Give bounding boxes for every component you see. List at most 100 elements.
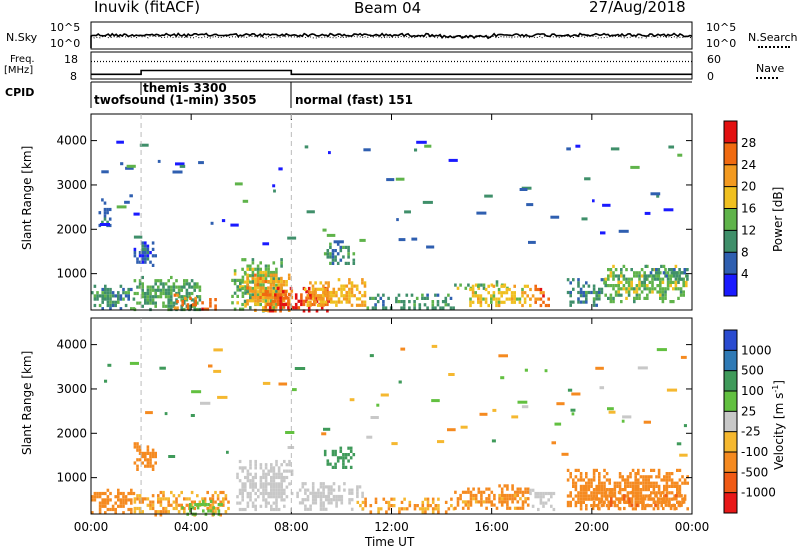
data-cell — [337, 485, 341, 489]
data-cell — [675, 494, 678, 498]
data-cell — [93, 297, 97, 301]
data-cell — [231, 278, 234, 282]
data-cell — [574, 468, 578, 472]
nave-legend-line — [756, 77, 778, 79]
data-cell — [521, 493, 525, 498]
data-cell — [280, 495, 283, 499]
data-cell — [313, 302, 316, 307]
data-cell — [622, 264, 626, 268]
data-cell — [109, 491, 112, 496]
data-cell — [104, 511, 107, 515]
data-cell — [356, 485, 359, 489]
data-cell — [513, 300, 516, 304]
data-cell — [364, 504, 367, 508]
data-cell — [319, 494, 323, 499]
left-freq-tick-bottom: 8 — [70, 70, 77, 83]
data-cell — [652, 507, 656, 511]
data-cell — [256, 270, 260, 275]
data-cell — [190, 490, 194, 495]
data-cell — [572, 278, 575, 282]
data-cell — [262, 472, 265, 476]
data-cell — [464, 503, 468, 507]
data-cell — [498, 484, 501, 488]
colorbar-segment — [724, 431, 737, 452]
data-cell — [523, 284, 527, 288]
data-cell — [516, 490, 520, 494]
data-cell — [650, 491, 653, 495]
data-cell — [643, 420, 652, 424]
data-cell — [340, 494, 344, 499]
data-cell — [376, 300, 380, 304]
data-cell — [324, 300, 328, 304]
data-cell — [151, 254, 155, 258]
data-cell — [206, 506, 209, 511]
data-cell — [571, 392, 581, 396]
data-cell — [262, 495, 265, 499]
data-cell — [592, 488, 596, 492]
data-cell — [259, 286, 262, 290]
data-cell — [109, 294, 112, 298]
data-cell — [631, 481, 635, 485]
data-cell — [566, 494, 570, 498]
data-cell — [635, 290, 639, 294]
data-cell — [159, 291, 163, 296]
data-cell — [350, 281, 354, 285]
data-cell — [334, 453, 337, 457]
data-cell — [236, 285, 239, 289]
data-cell — [612, 494, 616, 498]
data-cell — [592, 199, 595, 203]
data-cell — [322, 485, 325, 489]
data-cell — [431, 500, 435, 504]
data-cell — [130, 307, 133, 311]
data-cell — [175, 291, 178, 296]
data-cell — [304, 491, 307, 495]
data-cell — [579, 504, 583, 508]
data-cell — [193, 506, 196, 511]
data-cell — [222, 490, 225, 495]
data-cell — [630, 500, 634, 504]
data-cell — [500, 284, 503, 288]
data-cell — [682, 293, 685, 297]
data-cell — [136, 458, 139, 462]
data-cell — [141, 451, 144, 455]
data-cell — [319, 485, 323, 489]
colorbar-segment — [724, 472, 737, 493]
data-cell — [264, 491, 268, 496]
data-cell — [672, 280, 675, 284]
data-cell — [309, 491, 312, 495]
data-cell — [282, 280, 286, 284]
data-cell — [456, 503, 460, 507]
data-cell — [526, 497, 530, 501]
data-cell — [670, 271, 674, 275]
data-cell — [572, 478, 575, 482]
data-cell — [254, 273, 257, 277]
data-cell — [482, 297, 485, 301]
data-cell — [361, 500, 365, 504]
data-cell — [413, 507, 417, 511]
data-cell — [657, 488, 661, 492]
data-cell — [159, 513, 163, 517]
data-cell — [269, 277, 273, 281]
data-cell — [104, 501, 107, 505]
data-cell — [636, 503, 639, 507]
data-cell — [585, 484, 588, 488]
data-cell — [444, 510, 448, 514]
data-cell — [510, 294, 514, 298]
data-cell — [136, 442, 139, 446]
data-cell — [344, 245, 348, 249]
data-cell — [590, 504, 593, 508]
data-cell — [119, 294, 123, 298]
data-cell — [682, 277, 685, 281]
x-tick-label: 12:00 — [374, 520, 409, 534]
data-cell — [467, 500, 470, 504]
data-cell — [170, 490, 173, 495]
data-cell — [101, 294, 104, 298]
data-cell — [630, 490, 634, 495]
data-cell — [594, 497, 597, 501]
data-cell — [526, 203, 534, 207]
data-cell — [305, 290, 308, 294]
data-cell — [464, 286, 468, 290]
data-cell — [592, 290, 596, 295]
